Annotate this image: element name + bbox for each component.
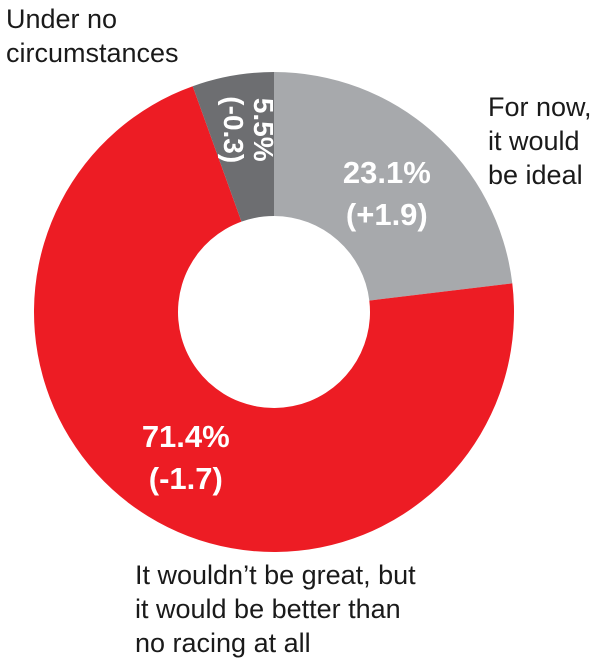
slice-percent-2: 5.5% bbox=[248, 98, 279, 162]
slice-percent-0: 23.1% bbox=[343, 155, 431, 190]
slice-value-label-1: 71.4% (-1.7) bbox=[142, 419, 230, 496]
slice-label-for-now-ideal: For now, it would be ideal bbox=[488, 92, 592, 190]
slice-change-0: (+1.9) bbox=[346, 197, 428, 232]
slice-value-label-2: 5.5%(-0.3) bbox=[218, 96, 279, 163]
slice-change-1: (-1.7) bbox=[149, 461, 223, 496]
slice-change-2: (-0.3) bbox=[218, 96, 249, 163]
slice-value-label-0: 23.1% (+1.9) bbox=[343, 155, 431, 232]
donut-slice-1 bbox=[33, 86, 514, 553]
donut-slice-0 bbox=[274, 72, 513, 301]
slice-label-better-than-no-racing: It wouldn’t be great, but it would be be… bbox=[135, 560, 416, 658]
donut-slice-2 bbox=[192, 72, 274, 222]
slice-percent-1: 71.4% bbox=[142, 419, 230, 454]
slice-label-under-no-circumstances: Under no circumstances bbox=[6, 4, 179, 68]
